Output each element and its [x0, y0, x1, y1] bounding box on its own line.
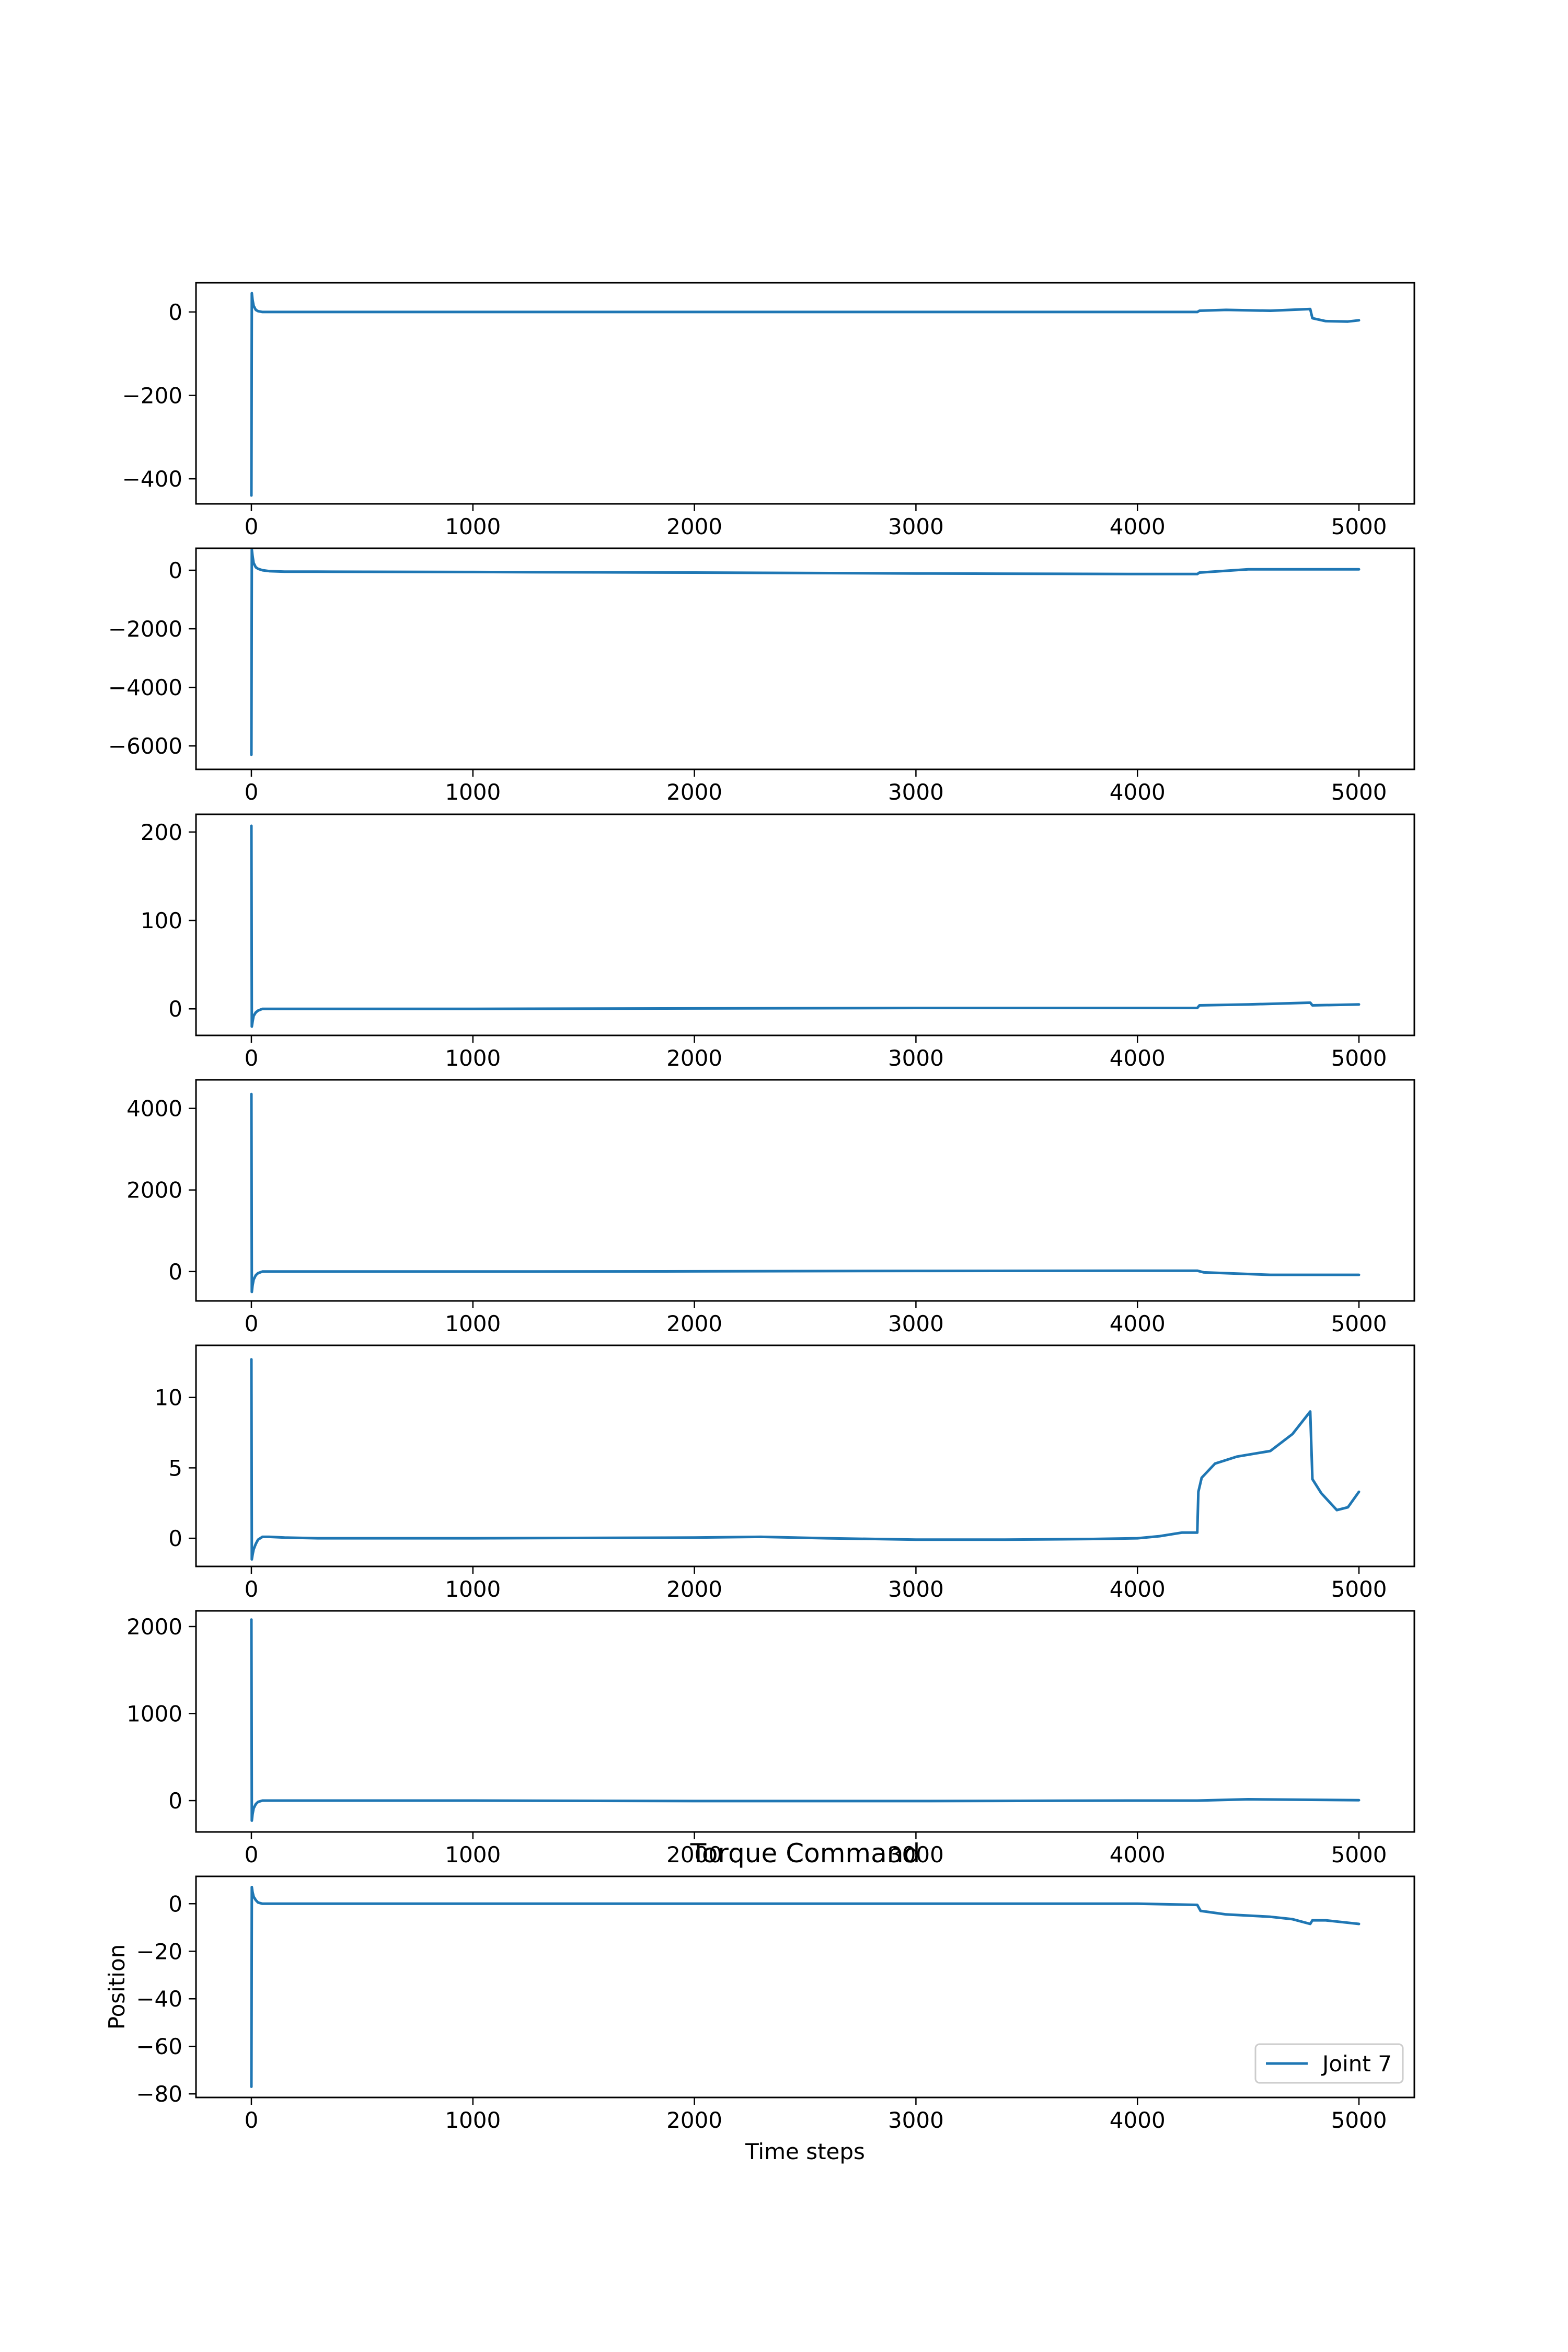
- panel-1-x-tick-label-3000: 3000: [888, 514, 944, 539]
- panel-6-x-tick-label-0: 0: [245, 1842, 259, 1867]
- panel-4-x-tick-label-3000: 3000: [888, 1311, 944, 1336]
- panel-3-x-tick-label-1000: 1000: [445, 1045, 501, 1071]
- panel-5-x-tick-label-3000: 3000: [888, 1576, 944, 1602]
- panel-2-y-tick-label--6000: −6000: [108, 733, 182, 759]
- panel-4-x-tick-label-1000: 1000: [445, 1311, 501, 1336]
- panel-4-series-line-1: [250, 1092, 1361, 1294]
- panel-5-y-tick-label-5: 5: [168, 1455, 182, 1481]
- panel-6-x-tick-label-2000: 2000: [666, 1842, 722, 1867]
- panel-1-y-tick-label--200: −200: [122, 383, 182, 408]
- panel-7-x-tick-label-2000: 2000: [666, 2107, 722, 2133]
- panel-2-y-tick-label--4000: −4000: [108, 675, 182, 700]
- panel-1-x-tick-label-0: 0: [245, 514, 259, 539]
- panel-7-y-tick-label--60: −60: [136, 2034, 182, 2059]
- panel-5-x-tick-label-5000: 5000: [1331, 1576, 1387, 1602]
- panel-2-x-tick-label-0: 0: [245, 779, 259, 805]
- panel-7-legend: [1254, 2043, 1404, 2084]
- panel-7-y-axis-label: Position: [104, 1944, 130, 2030]
- panel-6-x-tick-label-1000: 1000: [445, 1842, 501, 1867]
- panel-5-x-tick-label-4000: 4000: [1110, 1576, 1166, 1602]
- panel-6-y-tick-label-0: 0: [168, 1788, 182, 1814]
- panel-7-x-tick-label-3000: 3000: [888, 2107, 944, 2133]
- panel-4-y-tick-label-4000: 4000: [126, 1096, 182, 1122]
- panel-1-series-line-1: [250, 292, 1361, 497]
- panel-7-legend-label-1: Joint 7: [1321, 2051, 1392, 2077]
- panel-3-y-tick-label-200: 200: [141, 820, 182, 845]
- panel-3-axes-frame: [195, 813, 1415, 1036]
- panel-6-x-tick-label-4000: 4000: [1110, 1842, 1166, 1867]
- panel-7-series-line-1: [250, 1886, 1361, 2088]
- panel-7-y-tick-label--80: −80: [136, 2081, 182, 2107]
- panel-2-x-tick-label-5000: 5000: [1331, 779, 1387, 805]
- panel-6-x-tick-label-3000: 3000: [888, 1842, 944, 1867]
- panel-4-y-tick-label-0: 0: [168, 1259, 182, 1285]
- panel-1-x-tick-label-1000: 1000: [445, 514, 501, 539]
- panel-7-x-tick-label-5000: 5000: [1331, 2107, 1387, 2133]
- panel-5-x-tick-label-0: 0: [245, 1576, 259, 1602]
- panel-2-series-line-1: [250, 548, 1361, 756]
- panel-7-axes-frame: [195, 1875, 1415, 2099]
- panel-2-y-tick-label--2000: −2000: [108, 616, 182, 642]
- panel-3-x-tick-label-2000: 2000: [666, 1045, 722, 1071]
- panel-4-x-tick-label-5000: 5000: [1331, 1311, 1387, 1336]
- panel-5-series-line-1: [250, 1358, 1361, 1561]
- panel-6-y-tick-label-2000: 2000: [126, 1614, 182, 1640]
- panel-3-x-tick-label-4000: 4000: [1110, 1045, 1166, 1071]
- panel-2-y-tick-label-0: 0: [168, 558, 182, 583]
- panel-3-y-tick-label-100: 100: [141, 908, 182, 933]
- panel-4-x-tick-label-2000: 2000: [666, 1311, 722, 1336]
- panel-4-axes-frame: [195, 1079, 1415, 1302]
- panel-3-x-tick-label-0: 0: [245, 1045, 259, 1071]
- panel-4-x-tick-label-4000: 4000: [1110, 1311, 1166, 1336]
- panel-1-y-tick-label--400: −400: [122, 466, 182, 492]
- panel-5-axes-frame: [195, 1344, 1415, 1567]
- panel-6-series-line-1: [250, 1618, 1361, 1822]
- panel-1-axes-frame: [195, 282, 1415, 505]
- panel-1-x-tick-label-5000: 5000: [1331, 514, 1387, 539]
- panel-4-x-tick-label-0: 0: [245, 1311, 259, 1336]
- panel-3-x-tick-label-5000: 5000: [1331, 1045, 1387, 1071]
- panel-6-axes-frame: [195, 1610, 1415, 1833]
- panel-7-y-tick-label-0: 0: [168, 1891, 182, 1917]
- panel-5-y-tick-label-0: 0: [168, 1526, 182, 1551]
- panel-7-y-tick-label--20: −20: [136, 1939, 182, 1964]
- panel-2-x-tick-label-2000: 2000: [666, 779, 722, 805]
- panel-6-x-tick-label-5000: 5000: [1331, 1842, 1387, 1867]
- panel-7-x-tick-label-0: 0: [245, 2107, 259, 2133]
- panel-7-x-axis-label: Time steps: [745, 2139, 865, 2164]
- panel-7-y-tick-label--40: −40: [136, 1986, 182, 2012]
- panel-3-series-line-1: [250, 824, 1361, 1028]
- panel-7-x-tick-label-1000: 1000: [445, 2107, 501, 2133]
- panel-1-x-tick-label-2000: 2000: [666, 514, 722, 539]
- panel-5-x-tick-label-2000: 2000: [666, 1576, 722, 1602]
- panel-2-x-tick-label-3000: 3000: [888, 779, 944, 805]
- panel-3-x-tick-label-3000: 3000: [888, 1045, 944, 1071]
- panel-2-axes-frame: [195, 547, 1415, 770]
- panel-1-y-tick-label-0: 0: [168, 299, 182, 325]
- panel-1-x-tick-label-4000: 4000: [1110, 514, 1166, 539]
- panel-2-x-tick-label-1000: 1000: [445, 779, 501, 805]
- panel-7-x-tick-label-4000: 4000: [1110, 2107, 1166, 2133]
- panel-6-y-tick-label-1000: 1000: [126, 1701, 182, 1727]
- panel-3-y-tick-label-0: 0: [168, 996, 182, 1022]
- panel-2-x-tick-label-4000: 4000: [1110, 779, 1166, 805]
- panel-5-y-tick-label-10: 10: [155, 1385, 182, 1411]
- panel-5-x-tick-label-1000: 1000: [445, 1576, 501, 1602]
- panel-7-chart-title: Torque Command: [690, 1838, 920, 1869]
- panel-4-y-tick-label-2000: 2000: [126, 1178, 182, 1203]
